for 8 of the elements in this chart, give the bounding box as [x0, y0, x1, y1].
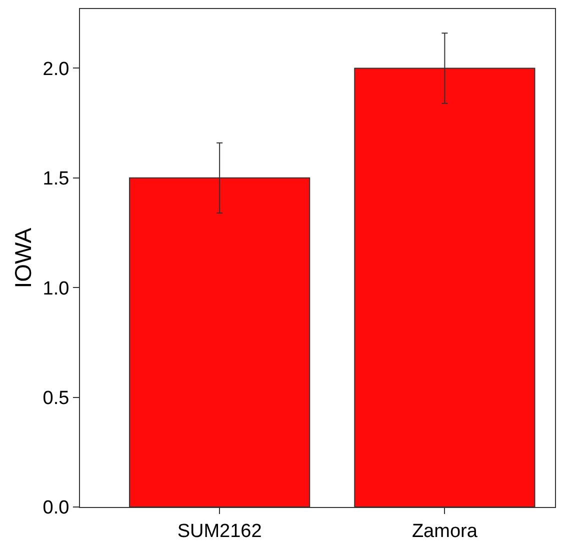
- y-tick-label: 0.0: [42, 498, 70, 519]
- y-tick-label: 0.5: [42, 388, 70, 409]
- x-tick-label: SUM2162: [177, 520, 262, 542]
- x-tick-label: Zamora: [412, 520, 478, 542]
- y-tick-label: 2.0: [42, 58, 70, 80]
- y-axis-title: IOWA: [10, 227, 36, 288]
- y-tick-label: 1.5: [42, 168, 70, 190]
- y-tick-label: 1.0: [42, 278, 70, 300]
